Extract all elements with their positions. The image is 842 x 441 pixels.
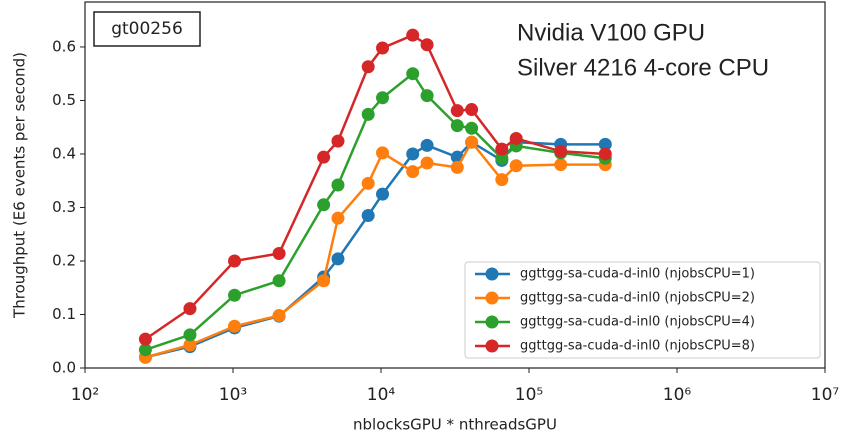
legend-marker: [485, 315, 499, 329]
data-point: [331, 211, 345, 225]
data-point: [183, 328, 197, 342]
x-tick-label: 10³: [219, 385, 247, 405]
data-point: [376, 91, 390, 105]
data-point: [272, 309, 286, 323]
data-point: [228, 254, 242, 268]
data-point: [420, 156, 434, 170]
data-point: [376, 41, 390, 55]
data-point: [361, 60, 375, 74]
data-point: [465, 135, 479, 149]
x-tick-label: 10⁶: [663, 385, 692, 405]
data-point: [420, 138, 434, 152]
data-point: [331, 134, 345, 148]
data-point: [450, 119, 464, 133]
legend-marker: [485, 291, 499, 305]
x-tick-label: 10⁴: [367, 385, 396, 405]
legend-marker: [485, 339, 499, 353]
data-point: [509, 131, 523, 145]
data-point: [406, 28, 420, 42]
data-point: [361, 107, 375, 121]
data-point: [376, 146, 390, 160]
data-point: [450, 160, 464, 174]
y-tick-label: 0.4: [52, 144, 76, 162]
x-tick-label: 10²: [71, 385, 99, 405]
data-point: [406, 165, 420, 179]
data-point: [495, 173, 509, 187]
data-point: [228, 288, 242, 302]
legend-label: ggttgg-sa-cuda-d-inl0 (njobsCPU=4): [520, 315, 755, 330]
data-point: [317, 274, 331, 288]
legend-label: ggttgg-sa-cuda-d-inl0 (njobsCPU=1): [520, 267, 755, 282]
annotation: gt00256: [111, 19, 183, 39]
annotation-box: [93, 11, 201, 47]
data-point: [361, 209, 375, 222]
data-point: [183, 338, 197, 352]
legend: [464, 261, 821, 359]
series-line: [145, 139, 606, 359]
data-point: [183, 302, 197, 316]
data-point: [228, 319, 242, 333]
series-line: [145, 71, 606, 351]
annotation: Silver 4216 4-core CPU: [517, 54, 769, 81]
data-point: [420, 89, 434, 103]
legend-marker: [485, 267, 499, 281]
y-tick-label: 0.5: [52, 91, 76, 109]
y-tick-label: 0.3: [52, 198, 76, 216]
series-line: [144, 33, 606, 341]
data-point: [361, 176, 375, 190]
y-axis-label: Throughput (E6 events per second): [11, 52, 29, 319]
data-point: [509, 159, 523, 173]
legend-label: ggttgg-sa-cuda-d-inl0 (njobsCPU=8): [520, 339, 755, 354]
data-point: [317, 198, 331, 212]
data-point: [138, 343, 152, 357]
data-point: [376, 187, 390, 201]
x-tick-label: 10⁷: [811, 385, 840, 405]
y-tick-label: 0.0: [52, 359, 76, 377]
data-point: [272, 246, 286, 260]
legend-label: ggttgg-sa-cuda-d-inl0 (njobsCPU=2): [520, 291, 755, 306]
x-tick-label: 10⁵: [515, 385, 543, 405]
plot-frame: [84, 1, 826, 369]
data-point: [406, 67, 420, 81]
data-point: [317, 150, 331, 164]
data-point: [272, 274, 286, 288]
data-point: [450, 104, 464, 118]
x-axis-label: nblocksGPU * nthreadsGPU: [353, 416, 557, 434]
data-point: [598, 137, 612, 151]
y-tick-label: 0.6: [52, 37, 76, 55]
y-tick-label: 0.1: [52, 305, 76, 323]
data-point: [465, 121, 479, 135]
data-point: [420, 38, 434, 52]
data-point: [554, 144, 568, 158]
data-point: [406, 147, 420, 161]
annotation: Nvidia V100 GPU: [517, 19, 705, 46]
data-point: [598, 147, 612, 161]
data-point: [495, 151, 509, 165]
data-point: [138, 332, 152, 346]
y-tick-label: 0.2: [52, 251, 76, 269]
data-point: [495, 142, 509, 156]
data-point: [331, 178, 345, 192]
data-point: [465, 103, 479, 117]
data-point: [331, 252, 345, 266]
data-point: [554, 158, 568, 172]
